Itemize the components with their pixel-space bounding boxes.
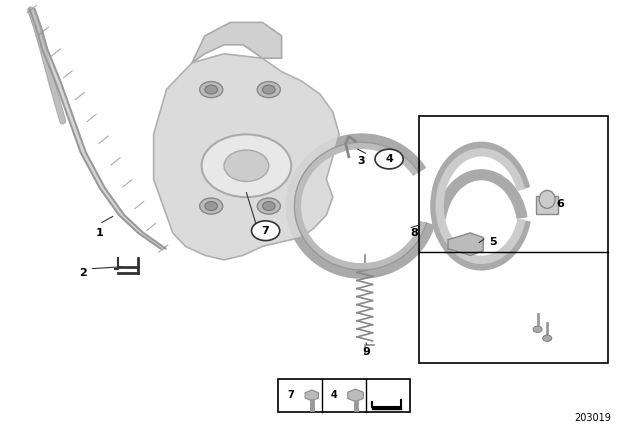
Circle shape	[533, 326, 542, 332]
Text: 2: 2	[79, 268, 87, 278]
Text: 4: 4	[331, 390, 338, 401]
Polygon shape	[192, 22, 282, 63]
Circle shape	[262, 85, 275, 94]
Text: 9: 9	[362, 347, 370, 357]
Text: 3: 3	[358, 156, 365, 166]
Circle shape	[257, 198, 280, 214]
Circle shape	[200, 198, 223, 214]
Ellipse shape	[540, 190, 556, 208]
Circle shape	[200, 82, 223, 98]
FancyBboxPatch shape	[536, 196, 558, 214]
Circle shape	[262, 202, 275, 211]
Text: 203019: 203019	[574, 414, 611, 423]
Circle shape	[252, 221, 280, 241]
Circle shape	[543, 335, 552, 341]
Circle shape	[257, 82, 280, 98]
Text: 4: 4	[385, 154, 393, 164]
Text: 8: 8	[411, 228, 419, 238]
Text: 6: 6	[556, 199, 564, 209]
Text: 7: 7	[287, 390, 294, 401]
Circle shape	[202, 134, 291, 197]
Polygon shape	[448, 233, 483, 255]
Text: 5: 5	[489, 237, 497, 247]
Circle shape	[205, 202, 218, 211]
Circle shape	[224, 150, 269, 181]
Circle shape	[375, 149, 403, 169]
Polygon shape	[154, 54, 339, 260]
Text: 7: 7	[262, 226, 269, 236]
Circle shape	[205, 85, 218, 94]
Text: 1: 1	[95, 228, 103, 238]
